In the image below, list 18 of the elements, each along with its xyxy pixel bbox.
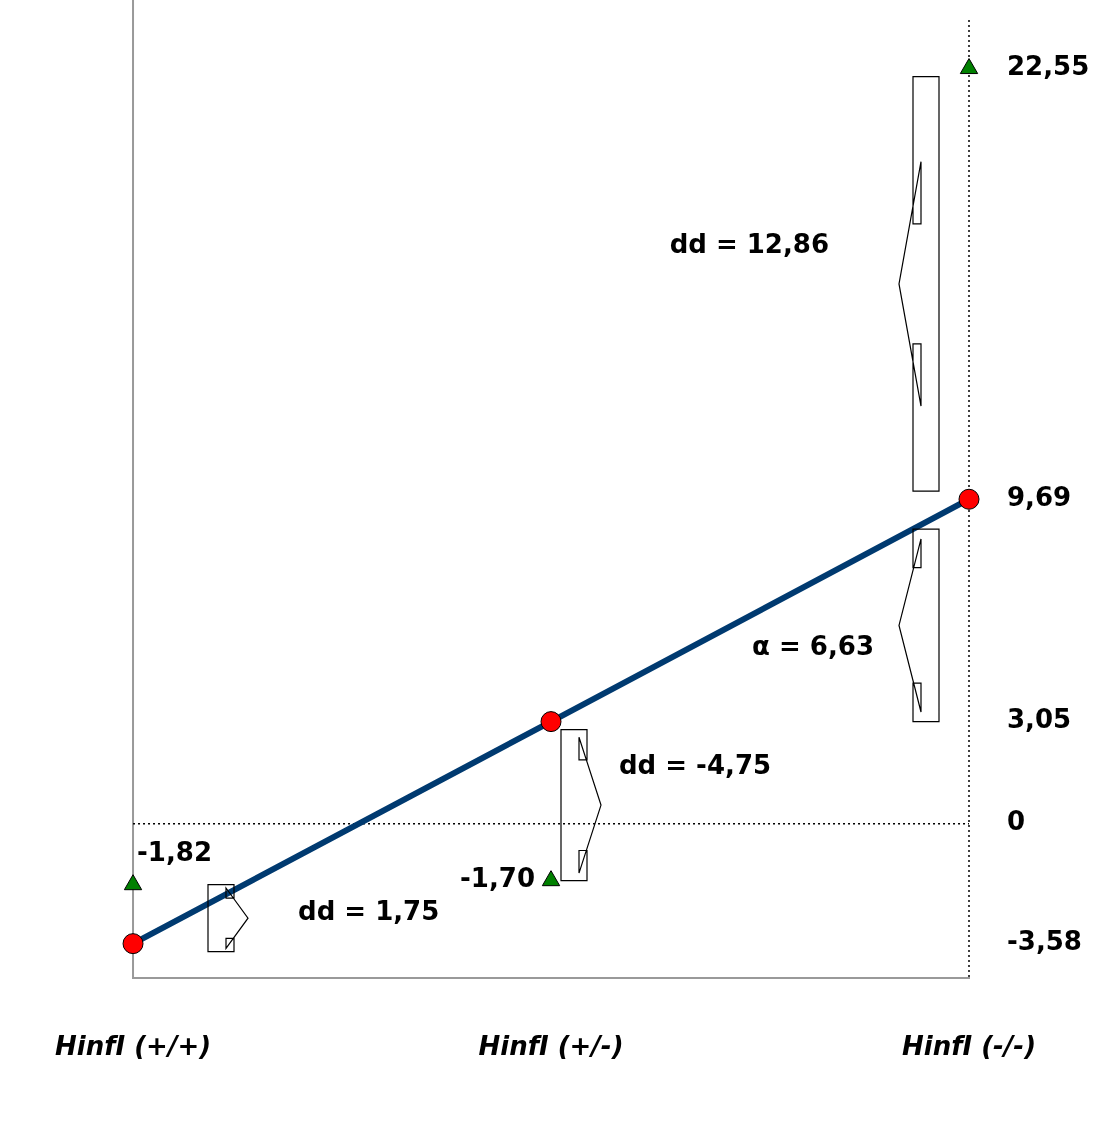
- y-tick-label: 3,05: [1007, 704, 1072, 735]
- point: [540, 711, 562, 733]
- annotation: dd = 12,86: [669, 228, 829, 259]
- annotation: dd = 1,75: [298, 896, 440, 927]
- x-tick-label: HinfI (-/-): [901, 1031, 1037, 1062]
- y-tick-label: 22,55: [1007, 51, 1090, 82]
- annotation: α = 6,63: [752, 631, 874, 662]
- x-tick-label: HinfI (+/+): [54, 1031, 212, 1062]
- data-label: -1,70: [460, 863, 536, 894]
- y-tick-label: 0: [1007, 806, 1026, 837]
- y-tick-label: 9,69: [1007, 481, 1072, 512]
- point: [958, 488, 980, 510]
- point: [122, 933, 144, 955]
- annotation: dd = -4,75: [619, 749, 772, 780]
- x-tick-label: HinfI (+/-): [478, 1031, 624, 1062]
- point: [959, 58, 979, 75]
- y-tick-label: -3,58: [1007, 926, 1082, 957]
- data-label: -1,82: [137, 837, 212, 868]
